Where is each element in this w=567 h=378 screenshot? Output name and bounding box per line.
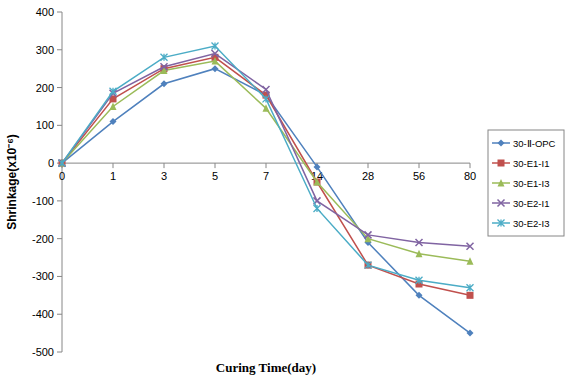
x-tick xyxy=(368,163,369,168)
y-tick xyxy=(57,87,62,88)
point xyxy=(314,163,321,170)
y-tick xyxy=(57,12,62,13)
y-tick-label: 100 xyxy=(36,119,54,131)
x-tick xyxy=(419,163,420,168)
legend-marker xyxy=(498,179,505,187)
series-line xyxy=(62,57,470,295)
x-tick-label: 0 xyxy=(59,170,65,182)
legend-label: 30-E2-I1 xyxy=(513,198,549,209)
y-tick xyxy=(57,314,62,315)
point xyxy=(416,277,423,284)
y-tick-label: -200 xyxy=(32,233,54,245)
point xyxy=(467,292,474,299)
point xyxy=(212,50,219,57)
legend-marker xyxy=(498,200,505,207)
legend-box xyxy=(488,130,564,236)
point xyxy=(161,80,168,87)
x-tick xyxy=(113,163,114,168)
x-tick-label: 3 xyxy=(161,170,167,182)
point xyxy=(467,284,474,291)
point xyxy=(467,243,474,250)
series-line xyxy=(62,69,470,333)
point xyxy=(416,239,423,246)
x-tick-label: 7 xyxy=(263,170,269,182)
point xyxy=(110,88,117,95)
y-tick-label: 400 xyxy=(36,6,54,18)
y-tick-label: 0 xyxy=(48,157,54,169)
y-tick xyxy=(57,200,62,201)
y-tick-label: -300 xyxy=(32,270,54,282)
chart-svg: -500-400-300-200-10001002003004000135714… xyxy=(0,0,567,378)
point xyxy=(212,43,219,50)
point xyxy=(59,159,66,167)
x-tick xyxy=(470,163,471,168)
point xyxy=(263,86,270,93)
legend-label: 30-E2-I3 xyxy=(513,218,549,229)
series-line xyxy=(62,46,470,288)
point xyxy=(59,160,66,167)
point xyxy=(59,160,66,167)
point xyxy=(59,160,66,167)
point xyxy=(416,250,423,258)
point xyxy=(263,95,270,102)
point xyxy=(110,102,117,110)
plot-area xyxy=(59,43,474,337)
point xyxy=(161,54,168,61)
point xyxy=(467,330,474,337)
x-tick xyxy=(266,163,267,168)
x-tick-label: 5 xyxy=(212,170,218,182)
series-line xyxy=(62,54,470,247)
y-tick xyxy=(57,276,62,277)
x-tick xyxy=(164,163,165,168)
point xyxy=(365,262,372,269)
y-axis-title: Shrinkage(x10⁻⁶) xyxy=(5,134,19,230)
y-tick xyxy=(57,125,62,126)
x-tick-label: 80 xyxy=(464,170,476,182)
x-tick-label: 28 xyxy=(362,170,374,182)
y-tick-label: 300 xyxy=(36,44,54,56)
point xyxy=(161,63,168,70)
legend-label: 30-E1-I1 xyxy=(513,158,549,169)
x-axis-title: Curing Time(day) xyxy=(216,360,316,375)
legend-label: 30-E1-I3 xyxy=(513,178,549,189)
point xyxy=(314,205,321,212)
point xyxy=(467,257,474,265)
point xyxy=(110,118,117,125)
y-tick-label: -400 xyxy=(32,308,54,320)
y-tick xyxy=(57,352,62,353)
y-tick-label: 200 xyxy=(36,82,54,94)
point xyxy=(365,231,372,238)
point xyxy=(59,160,66,167)
legend-label: 30-Ⅱ-OPC xyxy=(513,138,556,149)
y-tick-label: -100 xyxy=(32,195,54,207)
point xyxy=(416,292,423,299)
x-tick-label: 56 xyxy=(413,170,425,182)
y-tick xyxy=(57,49,62,50)
legend-marker xyxy=(498,160,505,167)
y-tick xyxy=(57,238,62,239)
chart-container: -500-400-300-200-10001002003004000135714… xyxy=(0,0,567,378)
x-tick xyxy=(215,163,216,168)
point xyxy=(212,65,219,72)
y-tick-label: -500 xyxy=(32,346,54,358)
x-tick-label: 1 xyxy=(110,170,116,182)
point xyxy=(212,57,219,65)
legend-marker xyxy=(498,220,505,227)
point xyxy=(314,178,321,186)
legend-marker xyxy=(498,140,505,147)
